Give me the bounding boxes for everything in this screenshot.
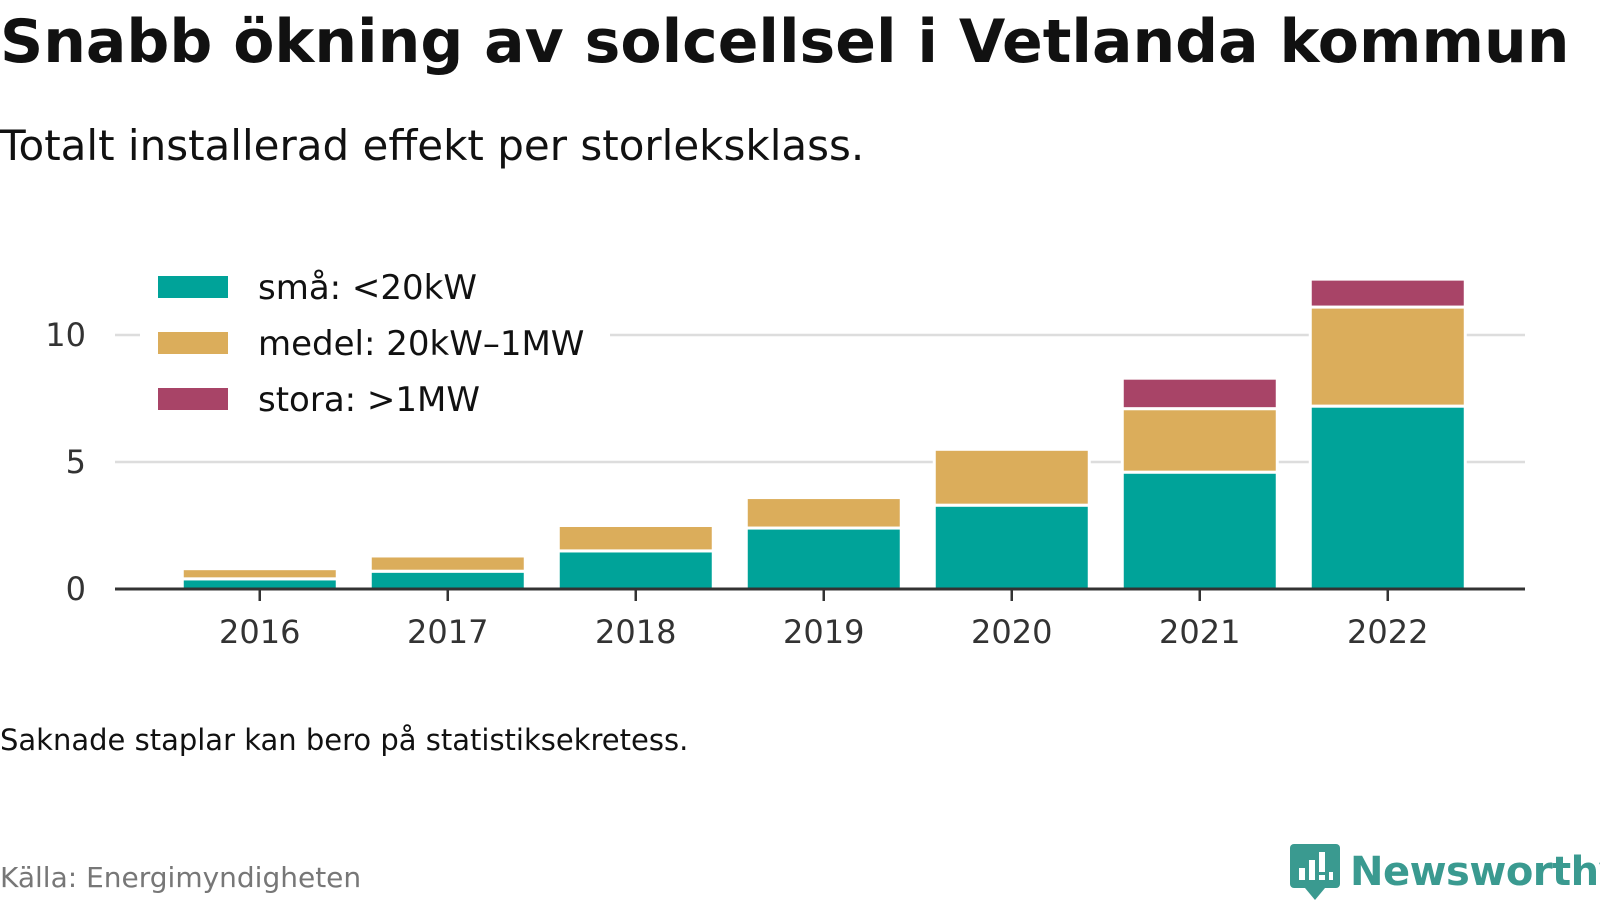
x-tick-label: 2018 (595, 613, 676, 651)
newsworthy-icon (1290, 844, 1340, 900)
bar-segment (744, 496, 903, 530)
bar-segment (180, 567, 339, 581)
bar-segment (932, 503, 1091, 591)
bar-segment (180, 577, 339, 591)
newsworthy-logo: Newsworthy (1290, 842, 1600, 902)
legend-swatch (158, 388, 228, 410)
x-tick-label: 2016 (219, 613, 300, 651)
source-text: Källa: Energimyndigheten (0, 861, 362, 894)
stacked-bar-chart: 0 5 10 2016 2017 2018 2019 2020 2021 2022 små: <20… (45, 263, 1525, 651)
x-tick-label: 2021 (1159, 613, 1240, 651)
legend-label: små: <20kW (258, 268, 477, 308)
chart-title: Snabb ökning av solcellsel i Vetlanda ko… (0, 7, 1570, 77)
bar-segment (556, 549, 715, 591)
bar-segment (1308, 404, 1467, 591)
brand-name: Newsworthy (1350, 849, 1600, 895)
legend-swatch (158, 332, 228, 354)
x-tick-label: 2020 (971, 613, 1052, 651)
y-tick-label: 5 (66, 443, 86, 481)
bar-segment (1308, 277, 1467, 309)
x-tick-label: 2022 (1347, 613, 1428, 651)
bar-segment (1120, 407, 1279, 474)
bar-segment (556, 524, 715, 553)
legend-label: stora: >1MW (258, 380, 480, 420)
bar-segment (368, 554, 527, 573)
bar-segment (1120, 376, 1279, 411)
legend-swatch (158, 276, 228, 298)
bar-segment (1120, 470, 1279, 591)
chart-subtitle: Totalt installerad effekt per storlekskl… (0, 121, 865, 170)
bar-segment (932, 447, 1091, 507)
bar-segment (744, 526, 903, 591)
bar-segment (1308, 305, 1467, 408)
legend-label: medel: 20kW–1MW (258, 324, 584, 364)
y-tick-label: 10 (45, 316, 86, 354)
footnote: Saknade staplar kan bero på statistiksek… (0, 723, 689, 757)
bar-segment (368, 569, 527, 591)
x-tick-label: 2017 (407, 613, 488, 651)
y-tick-label: 0 (66, 570, 86, 608)
x-tick-label: 2019 (783, 613, 864, 651)
